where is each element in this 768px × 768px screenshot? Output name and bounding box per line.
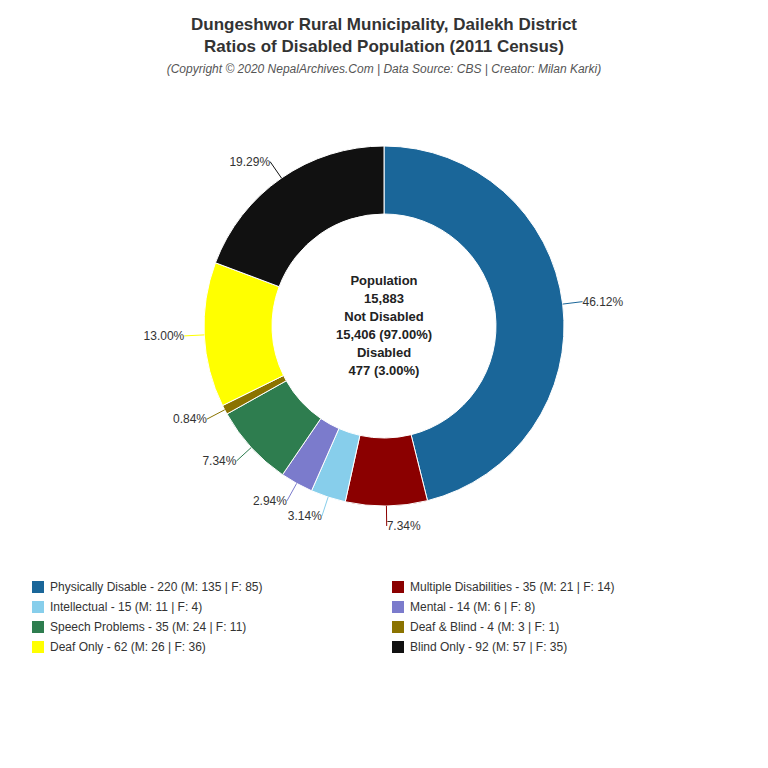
html-text:(Copyright © 2020 NepalArchive: (Copyright © 2020 NepalArchives.Com | Da… — [166, 62, 602, 76]
html-text:Disabled: Disabled — [356, 345, 412, 360]
html-text:Not Disabled: Not Disabled — [344, 309, 424, 324]
html-text:Mental - 14 (M: 6 | F: 8): Mental - 14 (M: 6 | F: 8) — [410, 600, 536, 614]
html-text:Ratios of Disabled Population: Ratios of Disabled Population (2011 Cens… — [204, 37, 564, 56]
html-text:15,883: 15,883 — [364, 291, 404, 306]
html-text:Deaf & Blind - 4 (M: 3 | F: 1): Deaf & Blind - 4 (M: 3 | F: 1) — [410, 620, 560, 634]
html-text:Intellectual - 15 (M: 11 | F:: Intellectual - 15 (M: 11 | F: 4) — [50, 600, 203, 614]
svg-text:46.12%: 46.12% — [583, 295, 624, 309]
svg-text:7.34%: 7.34% — [202, 454, 236, 468]
svg-text:2.94%: 2.94% — [253, 494, 287, 508]
html-text:Multiple Disabilities - 35 (M:: Multiple Disabilities - 35 (M: 21 | F: 1… — [410, 580, 615, 594]
html-text:Deaf Only - 62 (M: 26 | F: 36): Deaf Only - 62 (M: 26 | F: 36) — [50, 640, 206, 654]
html-text:Speech Problems - 35 (M: 24 |: Speech Problems - 35 (M: 24 | F: 11) — [50, 620, 247, 634]
html-text:Physically Disable - 220 (M: 1: Physically Disable - 220 (M: 135 | F: 85… — [50, 580, 263, 594]
html-text:Population: Population — [350, 273, 418, 288]
html-text:477 (3.00%): 477 (3.00%) — [348, 363, 420, 378]
html-text:Blind Only - 92 (M: 57 | F: 35: Blind Only - 92 (M: 57 | F: 35) — [410, 640, 568, 654]
svg-text:7.34%: 7.34% — [387, 519, 421, 533]
svg-text:19.29%: 19.29% — [229, 155, 270, 169]
html-text:15,406 (97.00%): 15,406 (97.00%) — [335, 327, 433, 342]
svg-text:0.84%: 0.84% — [173, 412, 207, 426]
html-text:Dungeshwor Rural Municipality,: Dungeshwor Rural Municipality, Dailekh D… — [191, 15, 577, 34]
svg-text:13.00%: 13.00% — [144, 329, 185, 343]
svg-text:3.14%: 3.14% — [288, 509, 322, 523]
